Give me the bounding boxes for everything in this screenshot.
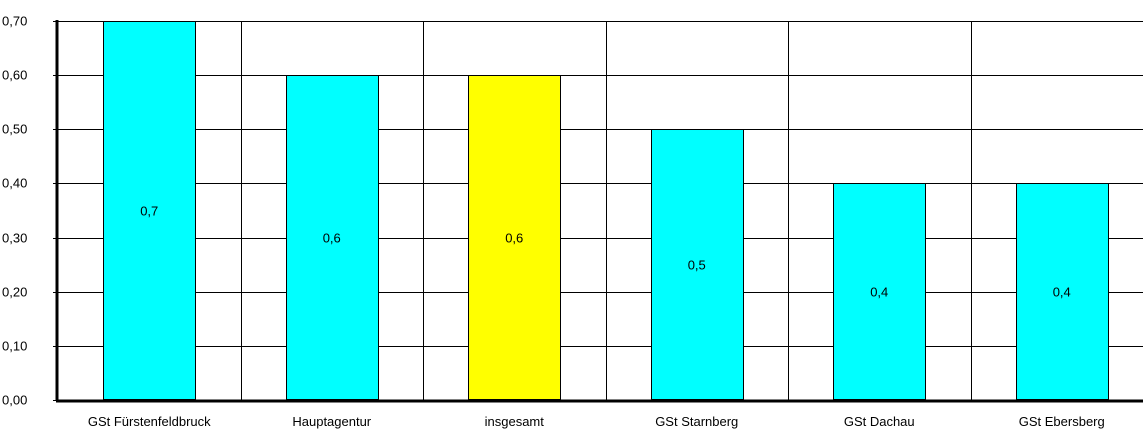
bar-value-label: 0,6	[323, 231, 341, 246]
labels: 0,00 0,10 0,20 0,30 0,40 0,50 0,60 0,70 0,7 GSt F…	[2, 14, 1105, 430]
y-tick-label: 0,30	[2, 231, 27, 246]
grid-lines	[58, 21, 1143, 400]
bar-value-label: 0,6	[505, 231, 523, 246]
bar	[651, 129, 744, 400]
category-label: GSt Fürstenfeldbruck	[88, 414, 211, 429]
bars	[103, 21, 1109, 400]
category-label: Hauptagentur	[292, 414, 371, 429]
y-tick-label: 0,20	[2, 285, 27, 300]
bar	[103, 21, 196, 400]
bar-value-label: 0,5	[688, 258, 706, 273]
y-tick-label: 0,40	[2, 176, 27, 191]
category-label: GSt Dachau	[844, 414, 915, 429]
y-tick-label: 0,70	[2, 14, 27, 29]
category-label: insgesamt	[485, 414, 545, 429]
bar-value-label: 0,4	[870, 285, 888, 300]
y-tick-label: 0,60	[2, 68, 27, 83]
bar-value-label: 0,4	[1053, 285, 1071, 300]
bar	[468, 75, 561, 400]
axes	[53, 20, 1143, 403]
bar	[286, 75, 379, 400]
y-tick-label: 0,10	[2, 339, 27, 354]
category-label: GSt Starnberg	[655, 414, 738, 429]
y-tick-label: 0,50	[2, 122, 27, 137]
bar-value-label: 0,7	[140, 204, 158, 219]
y-tick-label: 0,00	[2, 393, 27, 408]
category-label: GSt Ebersberg	[1019, 414, 1105, 429]
bar	[833, 183, 926, 400]
